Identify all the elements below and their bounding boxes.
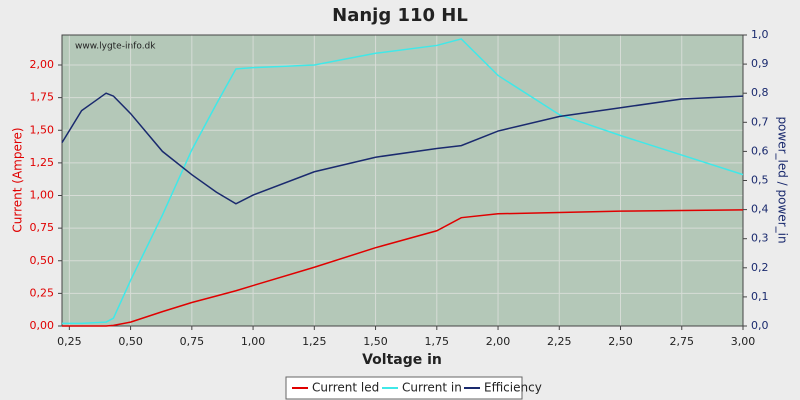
x-tick-label: 1,00: [241, 335, 266, 348]
x-tick-label: 2,50: [608, 335, 633, 348]
y2-tick-label: 0,7: [751, 115, 769, 128]
y-tick-label: 2,00: [30, 58, 55, 71]
x-tick-label: 1,50: [363, 335, 388, 348]
data-line: [61, 92, 744, 205]
y-axis-label: Current (Ampere): [11, 127, 25, 232]
y2-axis-label: power_led / power_in: [776, 116, 790, 243]
x-tick-label: 1,25: [302, 335, 327, 348]
y2-tick-label: 0,1: [751, 290, 769, 303]
x-tick-label: 2,25: [547, 335, 572, 348]
y2-tick-label: 0,2: [751, 261, 769, 274]
x-tick-label: 1,75: [425, 335, 450, 348]
plot-area: [62, 35, 743, 326]
x-tick-label: 2,00: [486, 335, 511, 348]
legend-label: Current in: [402, 381, 462, 395]
y2-tick-label: 0,3: [751, 232, 769, 245]
x-tick-label: 3,00: [731, 335, 756, 348]
x-tick-label: 2,75: [670, 335, 695, 348]
x-tick-label: 0,25: [57, 335, 82, 348]
y-tick-label: 0,75: [30, 221, 55, 234]
chart-title: Nanjg 110 HL: [332, 5, 468, 26]
x-axis-label: Voltage in: [362, 352, 442, 368]
y-tick-label: 1,50: [30, 123, 55, 136]
y-tick-label: 0,25: [30, 286, 55, 299]
y2-tick-label: 0,4: [751, 203, 769, 216]
legend-label: Current led: [312, 381, 379, 395]
y2-tick-label: 0,8: [751, 86, 769, 99]
y2-tick-label: 0,9: [751, 57, 769, 70]
y-tick-label: 1,25: [30, 156, 55, 169]
y2-tick-label: 1,0: [751, 28, 769, 41]
y-tick-label: 1,00: [30, 189, 55, 202]
legend-box: [285, 376, 523, 400]
y2-tick-label: 0,0: [751, 319, 769, 332]
data-line: [62, 38, 744, 325]
y2-tick-label: 0,5: [751, 174, 769, 187]
watermark: www.lygte-info.dk: [75, 42, 156, 52]
y-tick-label: 0,50: [30, 254, 55, 267]
x-tick-label: 0,50: [118, 335, 143, 348]
x-tick-label: 0,75: [180, 335, 205, 348]
y-tick-label: 0,00: [30, 319, 55, 332]
data-line: [62, 209, 744, 327]
plot-frame: [61, 34, 744, 327]
y2-tick-label: 0,6: [751, 144, 769, 157]
y-tick-label: 1,75: [30, 91, 55, 104]
legend-label: Efficiency: [484, 381, 542, 395]
